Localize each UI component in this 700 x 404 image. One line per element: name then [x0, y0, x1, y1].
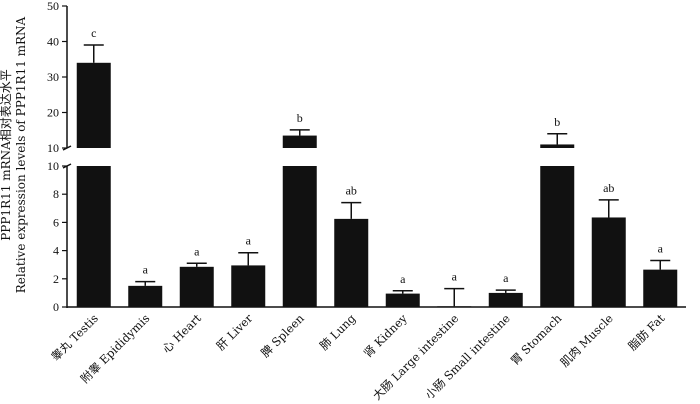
bar	[437, 306, 472, 307]
y-tick-label: 30	[47, 70, 59, 84]
bar	[334, 218, 369, 307]
bar-upper-segment	[76, 62, 111, 148]
significance-label: a	[503, 271, 509, 285]
category-label: 肺 Lung	[317, 311, 359, 353]
bar	[76, 166, 111, 307]
significance-label: ab	[603, 181, 614, 195]
bar	[540, 166, 575, 307]
bar-upper-segment	[282, 135, 317, 148]
y-axis-label-chinese: PPP1R11 mRNA相对表达水平	[0, 69, 13, 241]
significance-label: b	[297, 111, 303, 125]
category-label: 肌肉 Muscle	[557, 311, 616, 370]
bar	[282, 166, 317, 307]
y-tick-label: 4	[53, 244, 59, 258]
category-label: 肾 Kidney	[361, 311, 410, 360]
bar	[179, 266, 214, 307]
y-tick-label: 10	[47, 141, 59, 155]
significance-label: ab	[346, 184, 357, 198]
bar	[643, 269, 678, 307]
significance-label: a	[143, 263, 149, 277]
category-label: 睾丸 Testis	[48, 311, 101, 364]
category-label: 脾 Spleen	[258, 311, 307, 360]
y-tick-label: 10	[47, 159, 59, 173]
y-tick-label: 6	[53, 215, 59, 229]
y-tick-label: 40	[47, 35, 59, 49]
category-label: 小肠 Small intestine	[422, 311, 513, 402]
y-tick-label: 50	[47, 0, 59, 13]
y-axis-label-english: Relative expression levels of PPP1R11 mR…	[14, 16, 28, 293]
significance-label: b	[554, 115, 560, 129]
bar-upper-segment	[540, 144, 575, 148]
significance-label: a	[658, 241, 664, 255]
bars	[76, 62, 678, 307]
bar	[488, 292, 523, 307]
significance-label: a	[400, 272, 406, 286]
category-label: 心 Heart	[159, 311, 204, 356]
y-axis-ticks: 0 2 4 6 8 10 10 20 30 40 50	[47, 0, 67, 314]
bar	[128, 285, 163, 307]
significance-label: a	[194, 244, 200, 258]
category-label: 大肠 Large intestine	[370, 311, 462, 403]
y-tick-label: 8	[53, 187, 59, 201]
category-label: 肝 Liver	[213, 311, 255, 353]
bar	[591, 217, 626, 307]
bar	[231, 265, 266, 307]
y-tick-label: 0	[53, 300, 59, 314]
category-label: 胃 Stomach	[508, 311, 565, 368]
error-bars	[83, 44, 671, 307]
bar	[385, 293, 420, 307]
category-label: 脂肪 Fat	[625, 311, 667, 353]
significance-label: a	[246, 234, 252, 248]
significance-label: c	[91, 26, 96, 40]
y-tick-label: 2	[53, 272, 59, 286]
y-tick-label: 20	[47, 106, 59, 120]
significance-label: a	[452, 270, 458, 284]
